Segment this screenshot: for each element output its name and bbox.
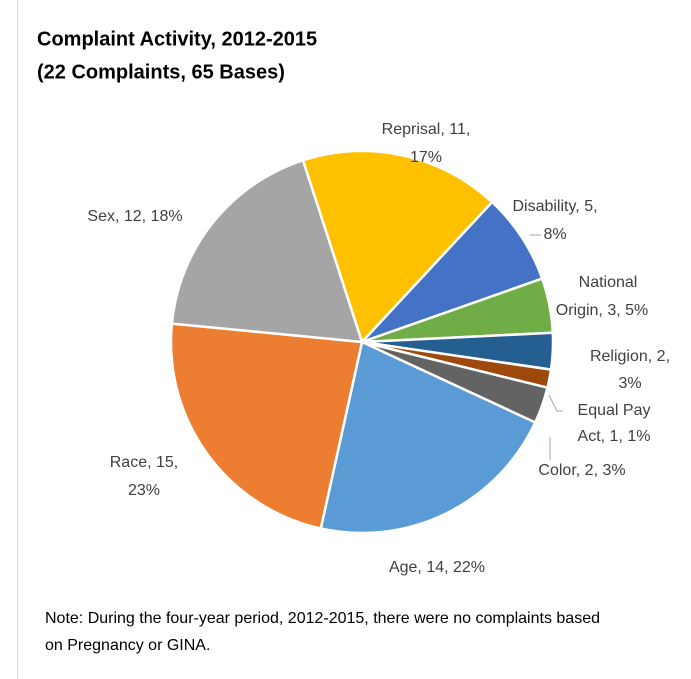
data-label: 8% xyxy=(543,226,566,243)
data-label: Act, 1, 1% xyxy=(578,428,651,445)
data-label: National xyxy=(579,274,638,291)
data-label: Race, 15, xyxy=(110,454,178,471)
data-label: Sex, 12, 18% xyxy=(87,208,182,225)
data-label: Religion, 2, xyxy=(590,348,670,365)
data-label: Age, 14, 22% xyxy=(389,559,485,576)
data-label: Origin, 3, 5% xyxy=(556,302,648,319)
pie-slice xyxy=(169,322,364,530)
chart-title: Complaint Activity, 2012-2015 xyxy=(37,28,317,50)
pie-slice xyxy=(361,200,544,344)
data-label: Reprisal, 11, xyxy=(382,121,471,138)
data-label: 3% xyxy=(618,375,641,392)
note: Note: During the four-year period, 2012-… xyxy=(45,610,600,654)
data-label: Color, 2, 3% xyxy=(538,462,625,479)
pie-slice xyxy=(301,149,494,345)
chart-subtitle: (22 Complaints, 65 Bases) xyxy=(37,61,285,83)
data-label: Disability, 5, xyxy=(512,198,597,215)
pie-slice xyxy=(170,158,364,344)
pie-slice xyxy=(319,340,537,535)
leader-line xyxy=(548,394,563,412)
chart-frame xyxy=(17,0,18,679)
data-label: Equal Pay xyxy=(578,402,651,419)
data-label: 17% xyxy=(410,149,442,166)
data-label: 23% xyxy=(128,482,160,499)
